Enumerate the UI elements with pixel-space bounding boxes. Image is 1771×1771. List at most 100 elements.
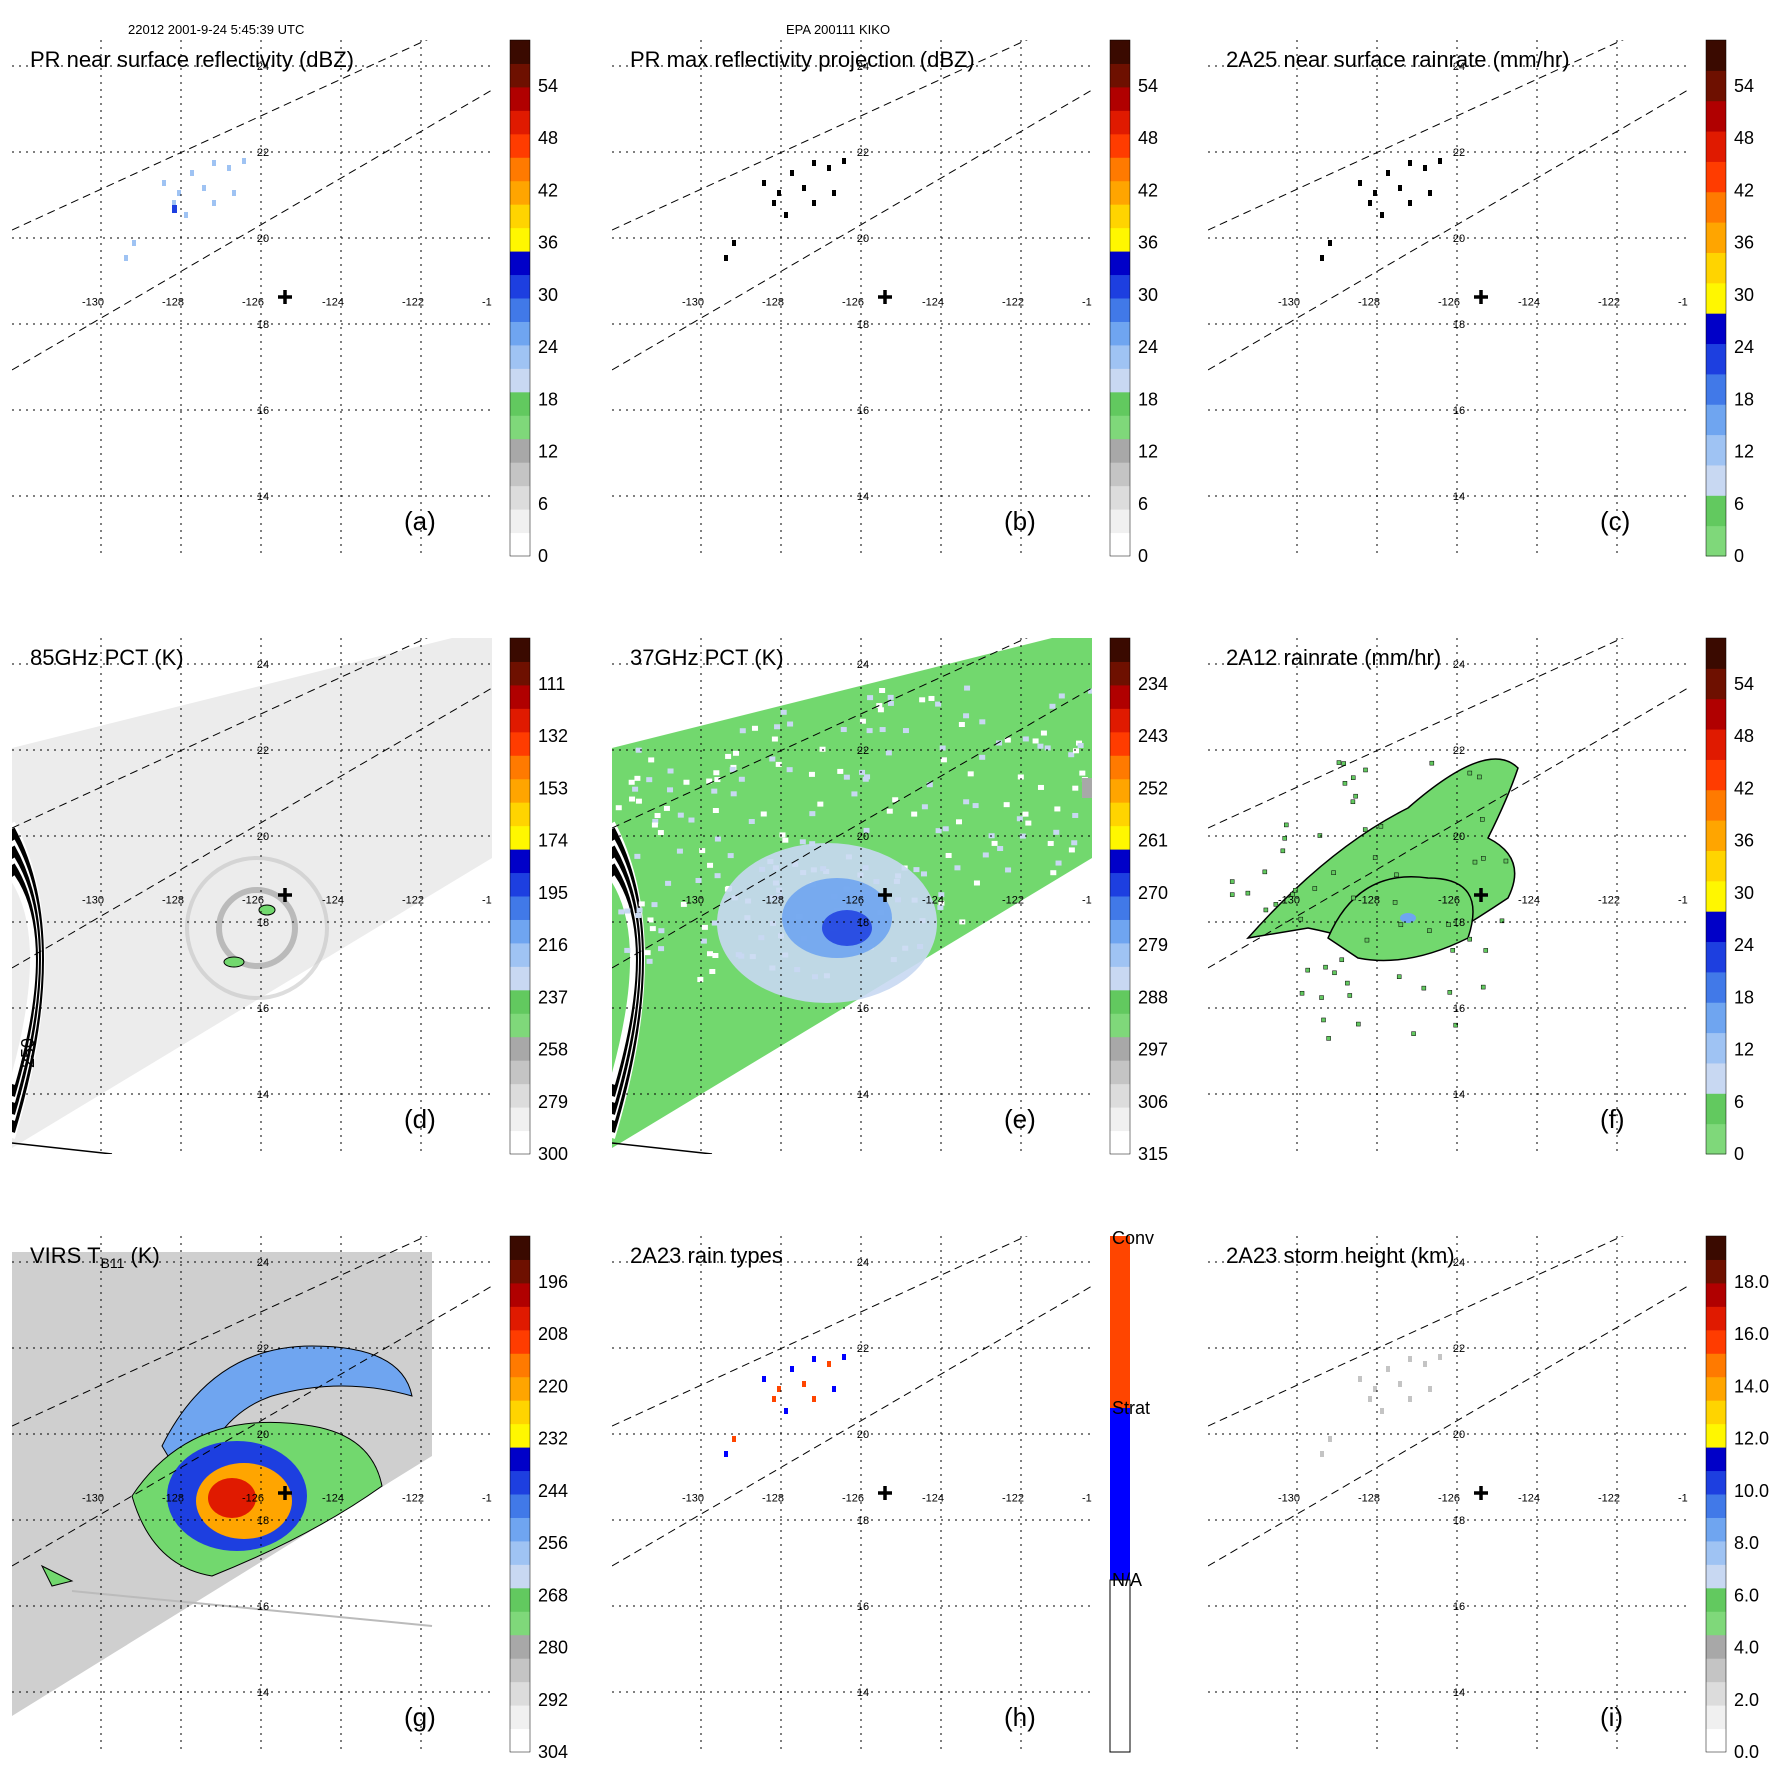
colorbar-tick: 220 (538, 1376, 568, 1396)
panel-a: -130 -128 -126 -124 -122 -120 24 22 20 18 16 14 PR n… (12, 39, 558, 566)
rain-pixel (1319, 995, 1324, 1000)
colorbar-segment (510, 1060, 530, 1085)
lat-label: 24 (857, 659, 869, 671)
lat-label: 22 (257, 745, 269, 757)
pr-pixel (172, 200, 176, 206)
pr-pixel (1423, 165, 1427, 171)
pr-pixel (172, 205, 177, 213)
storm-center-marker (878, 290, 892, 304)
pct-pixel (1077, 743, 1084, 749)
rain-pixel (1483, 948, 1489, 953)
colorbar-segment (1706, 668, 1726, 700)
colorbar-segment (1706, 313, 1726, 345)
pct-pixel (809, 841, 816, 847)
lon-label: -120 (1678, 297, 1700, 309)
pct-pixel (879, 727, 886, 733)
lon-label: -126 (842, 895, 864, 907)
pct-pixel (938, 900, 945, 906)
pct-pixel (972, 803, 979, 809)
colorbar-tick: 304 (538, 1742, 568, 1762)
pct-pixel (1005, 867, 1012, 873)
colorbar-segment (510, 344, 530, 369)
outer-ring (185, 856, 329, 1000)
pct-pixel (886, 808, 893, 814)
rain-pixel (1263, 907, 1269, 913)
colorbar-tick: 4.0 (1734, 1638, 1759, 1658)
colorbar-segment (1706, 1517, 1726, 1542)
colorbar-tick: 243 (1138, 726, 1168, 746)
colorbar-i: 0.0 2.0 4.0 6.0 8.0 10.0 12.0 14.0 16.0 18.0 (1705, 1235, 1769, 1762)
pr-pixel (132, 240, 136, 246)
pct-pixel (1016, 816, 1023, 822)
pct-pixel (958, 722, 965, 728)
pct-pixel (665, 880, 672, 886)
colorbar-tick: 42 (1734, 180, 1754, 200)
pr-pixel (1428, 190, 1432, 196)
colorbar-segment (1706, 404, 1726, 436)
pct-pixel (864, 774, 871, 780)
pr-pixel (1408, 1356, 1412, 1362)
pct-pixel (646, 958, 653, 964)
lon-label: -122 (1002, 895, 1024, 907)
lon-label: -130 (682, 297, 704, 309)
lat-label: 22 (857, 147, 869, 159)
pct-pixel (887, 700, 894, 706)
pr-pixel (242, 158, 246, 164)
lon-label: -130 (82, 297, 104, 309)
lat-label: 20 (257, 233, 269, 245)
colorbar-tick: 12 (538, 442, 558, 462)
lat-label: 16 (857, 405, 869, 417)
colorbar-tick: 12.0 (1734, 1429, 1769, 1449)
colorbar-tick: 24 (1734, 337, 1754, 357)
colorbar-segment (1706, 1494, 1726, 1518)
rain-core (1400, 913, 1416, 923)
pct-pixel (683, 779, 690, 785)
pct-pixel (863, 827, 870, 833)
pct-pixel (885, 750, 892, 756)
pct-pixel (979, 754, 986, 760)
pr-pixel (832, 190, 836, 196)
colorbar-a: 0 6 12 18 24 30 36 42 48 54 (509, 39, 558, 566)
pct-pixel (775, 761, 782, 767)
colorbar-segment (1706, 789, 1726, 821)
storm-center-marker (1474, 888, 1488, 902)
colorbar-tick: 30 (1734, 883, 1754, 903)
lat-label: 22 (1453, 147, 1465, 159)
pr-pixel (842, 158, 846, 164)
colorbar-tick: 280 (538, 1638, 568, 1658)
colorbar-segment (1110, 1130, 1130, 1155)
lat-label: 20 (857, 233, 869, 245)
swath-edge (12, 1142, 113, 1154)
colorbar-tick: 42 (1734, 778, 1754, 798)
pr-pixel (812, 200, 816, 206)
pct-pixel (817, 801, 824, 807)
map-area: -130 -128 -126 -124 -122 -120 24 22 20 18 16 14 (612, 638, 1092, 1154)
colorbar-segment (510, 63, 530, 88)
colorbar-tick: 0 (1138, 546, 1148, 566)
pct-pixel (713, 770, 720, 776)
pct-pixel (997, 846, 1004, 852)
pr-swath-edge (1208, 40, 1624, 231)
colorbar-segment (1110, 1036, 1130, 1061)
pr-swath-edge (1208, 1285, 1688, 1567)
colorbar-segment (1110, 802, 1130, 827)
colorbar-segment (510, 1400, 530, 1425)
lat-label: 16 (257, 1003, 269, 1015)
pct-pixel (634, 775, 641, 781)
pct-contour (223, 956, 245, 968)
rain-pixel (1342, 781, 1348, 786)
pct-pixel (667, 768, 674, 774)
colorbar-segment (1110, 731, 1130, 756)
rain-pixel (1421, 985, 1427, 991)
rain-pixel (1336, 760, 1342, 765)
pct-pixel (730, 791, 737, 797)
pct-pixel (646, 777, 653, 783)
colorbar-segment (1706, 525, 1726, 557)
rain-pixel (1363, 767, 1368, 773)
rain-pixel (1472, 859, 1478, 865)
colorbar-segment (1706, 1564, 1726, 1589)
pct-pixel (808, 771, 815, 777)
pct-pixel (991, 840, 998, 846)
rain-pixel (1499, 918, 1505, 924)
colorbar-segment (510, 1083, 530, 1108)
